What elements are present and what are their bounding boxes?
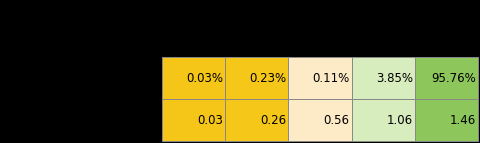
- Text: 0.11%: 0.11%: [312, 72, 349, 85]
- Bar: [162, 99, 225, 141]
- Bar: [351, 99, 415, 141]
- Text: 95.76%: 95.76%: [431, 72, 476, 85]
- Text: 0.23%: 0.23%: [249, 72, 287, 85]
- Text: 3.85%: 3.85%: [376, 72, 413, 85]
- Bar: [415, 99, 478, 141]
- Text: 0.03: 0.03: [197, 114, 223, 127]
- Bar: [288, 57, 351, 99]
- Text: 0.26: 0.26: [260, 114, 287, 127]
- Bar: [162, 57, 225, 99]
- Bar: [225, 57, 288, 99]
- Bar: [351, 57, 415, 99]
- Bar: [225, 99, 288, 141]
- Bar: [288, 99, 351, 141]
- Text: 1.46: 1.46: [450, 114, 476, 127]
- Text: 0.03%: 0.03%: [186, 72, 223, 85]
- Bar: [415, 57, 478, 99]
- Text: 1.06: 1.06: [387, 114, 413, 127]
- Text: 0.56: 0.56: [324, 114, 349, 127]
